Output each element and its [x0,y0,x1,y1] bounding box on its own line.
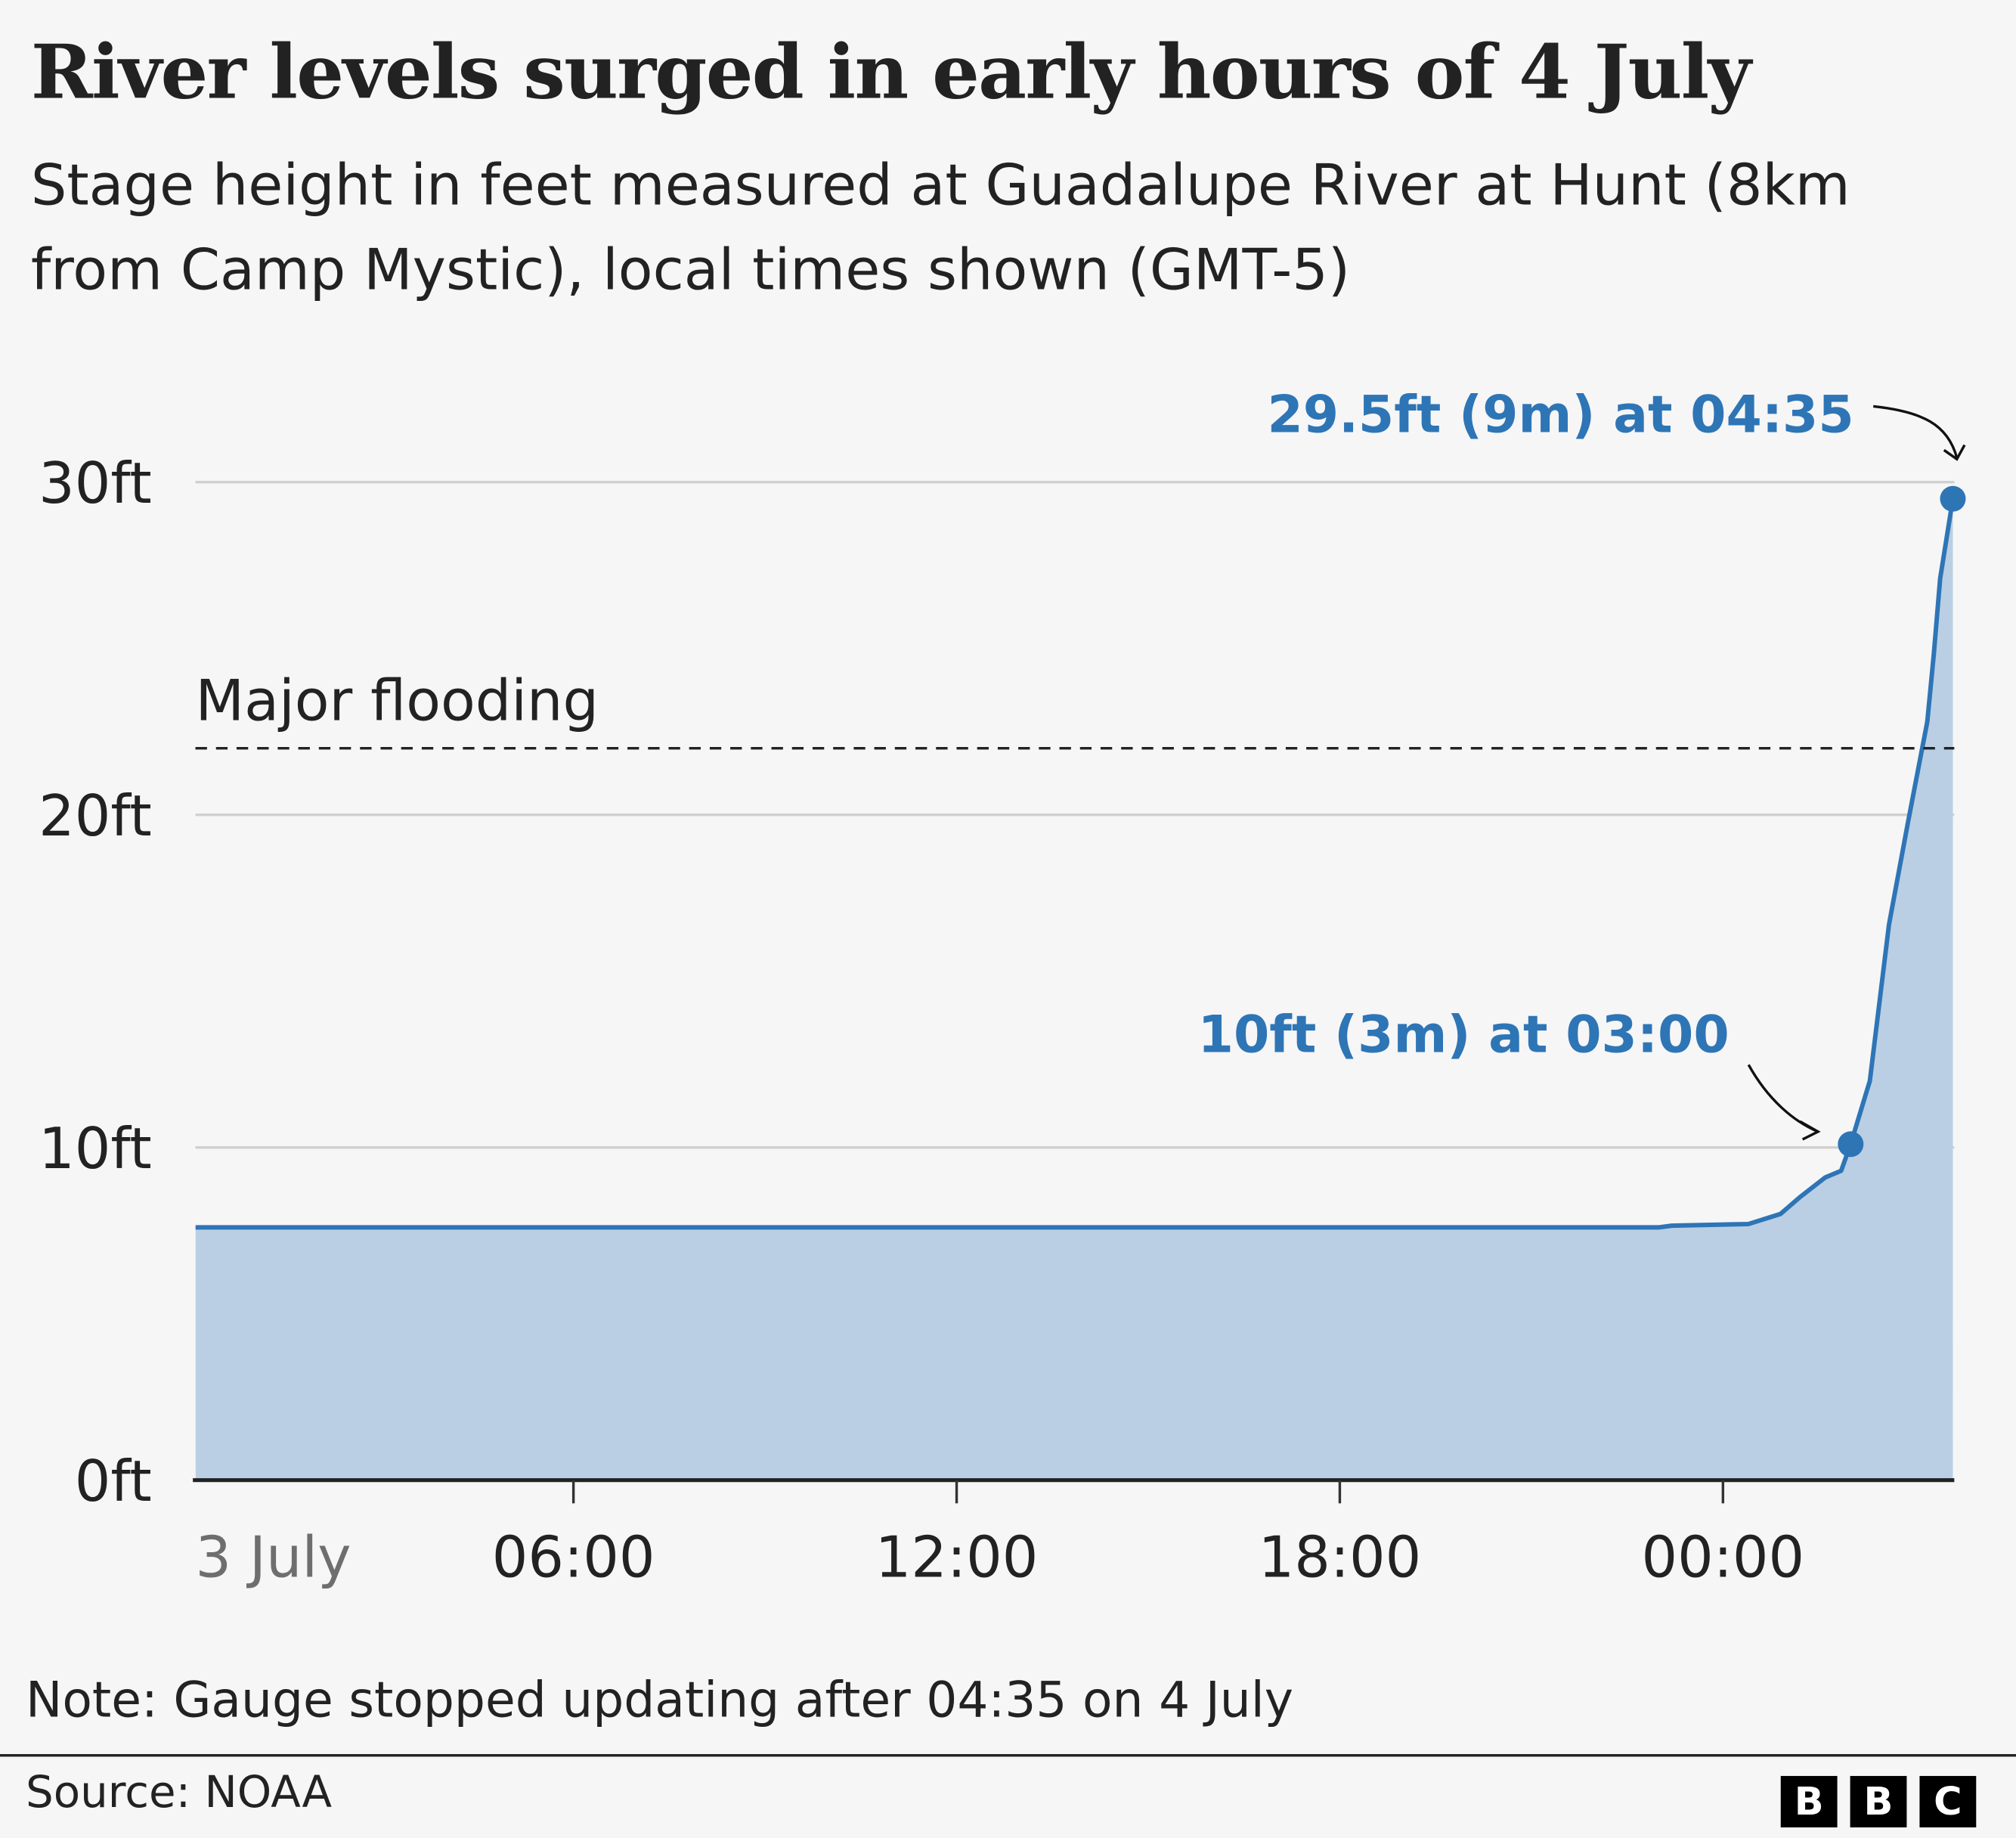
source-label: Source: NOAA [26,1767,333,1819]
footnote: Note: Gauge stopped updating after 04:35… [26,1672,1293,1729]
x-tick-label: 12:00 [875,1524,1039,1590]
x-tick-label: 06:00 [492,1524,655,1590]
annotation-arrow [1747,1064,1819,1133]
y-tick-label: 30ft [39,451,152,516]
logo-letter: C [1919,1775,1977,1827]
logo-letter: B [1850,1775,1907,1827]
chart-subtitle: Stage height in feet measured at Guadalu… [30,153,1850,304]
x-tick-label: 3 July [196,1524,351,1590]
chart-title: River levels surged in early hours of 4 … [30,28,1751,116]
y-tick-label: 10ft [39,1116,152,1182]
logo-letter: B [1780,1775,1838,1827]
arrow-head-icon [1799,1120,1821,1141]
y-tick-label: 0ft [75,1449,152,1514]
x-tick-label: 18:00 [1259,1524,1422,1590]
data-point-marker [1940,485,1966,512]
data-point-marker [1838,1131,1864,1158]
y-tick-label: 20ft [39,783,152,849]
annotation-arrow [1873,404,1959,458]
major-flooding-label: Major flooding [196,668,599,733]
area-fill [195,498,1953,1480]
annotation-label: 10ft (3m) at 03:00 [1198,1005,1730,1065]
x-tick-label: 00:00 [1642,1524,1805,1590]
arrow-head-icon [1943,444,1966,461]
series-line [195,498,1956,1230]
bbc-logo: B B C [1780,1775,1977,1827]
footer-divider [0,1754,2016,1757]
annotation-label: 29.5ft (9m) at 04:35 [1267,386,1853,445]
